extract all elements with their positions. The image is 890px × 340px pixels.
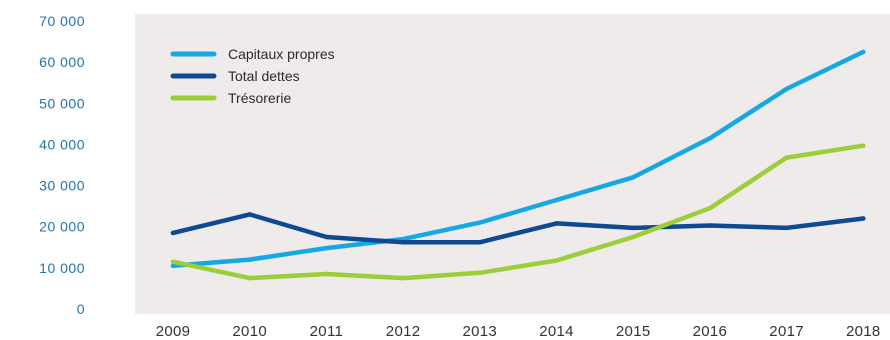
plot-background	[135, 14, 890, 314]
series-line-0	[170, 49, 866, 269]
data-point	[784, 225, 789, 231]
x-tick-label: 2018	[846, 323, 881, 340]
x-tick-label: 2017	[769, 323, 804, 340]
y-tick-label: 60 000	[39, 54, 85, 70]
data-point	[554, 221, 559, 226]
data-point	[324, 271, 329, 277]
y-tick-label: 30 000	[39, 178, 85, 194]
data-point	[170, 230, 176, 236]
legend-label: Total dettes	[228, 68, 300, 84]
x-tick-label: 2013	[463, 323, 498, 340]
data-point	[477, 220, 482, 225]
y-tick-label: 20 000	[39, 219, 85, 235]
data-point	[707, 206, 713, 211]
x-tick-label: 2011	[310, 323, 343, 340]
legend-label: Trésorerie	[228, 90, 291, 106]
y-tick-label: 70 000	[39, 13, 85, 29]
series-line-2	[170, 143, 866, 281]
y-tick-label: 50 000	[39, 95, 85, 111]
data-point	[554, 258, 559, 263]
x-tick-label: 2009	[156, 323, 191, 340]
y-tick-label: 10 000	[39, 260, 85, 276]
data-point	[247, 275, 252, 281]
data-point	[707, 136, 713, 141]
data-point	[784, 86, 789, 92]
y-tick-label: 0	[77, 301, 85, 317]
data-point	[707, 223, 713, 228]
x-tick-label: 2016	[693, 323, 728, 340]
x-tick-label: 2014	[539, 323, 574, 340]
data-point	[554, 197, 559, 203]
legend-label: Capitaux propres	[228, 46, 335, 62]
data-point	[170, 263, 176, 268]
x-tick-label: 2015	[616, 323, 651, 340]
x-tick-label: 2010	[232, 323, 267, 340]
data-point	[400, 240, 406, 245]
x-tick-label: 2012	[386, 323, 421, 340]
data-point	[324, 245, 329, 251]
data-point	[861, 143, 866, 148]
data-point	[400, 275, 406, 281]
data-point	[477, 270, 482, 275]
data-point	[324, 234, 329, 240]
data-point	[861, 49, 866, 55]
data-point	[631, 225, 636, 231]
data-point	[247, 257, 252, 262]
data-point	[861, 216, 866, 221]
data-point	[631, 234, 636, 240]
y-tick-label: 40 000	[39, 136, 85, 152]
data-point	[247, 212, 252, 217]
series-line-1	[170, 212, 866, 245]
data-point	[631, 175, 636, 180]
data-point	[477, 240, 482, 245]
data-point	[784, 155, 789, 160]
data-point	[170, 259, 176, 264]
